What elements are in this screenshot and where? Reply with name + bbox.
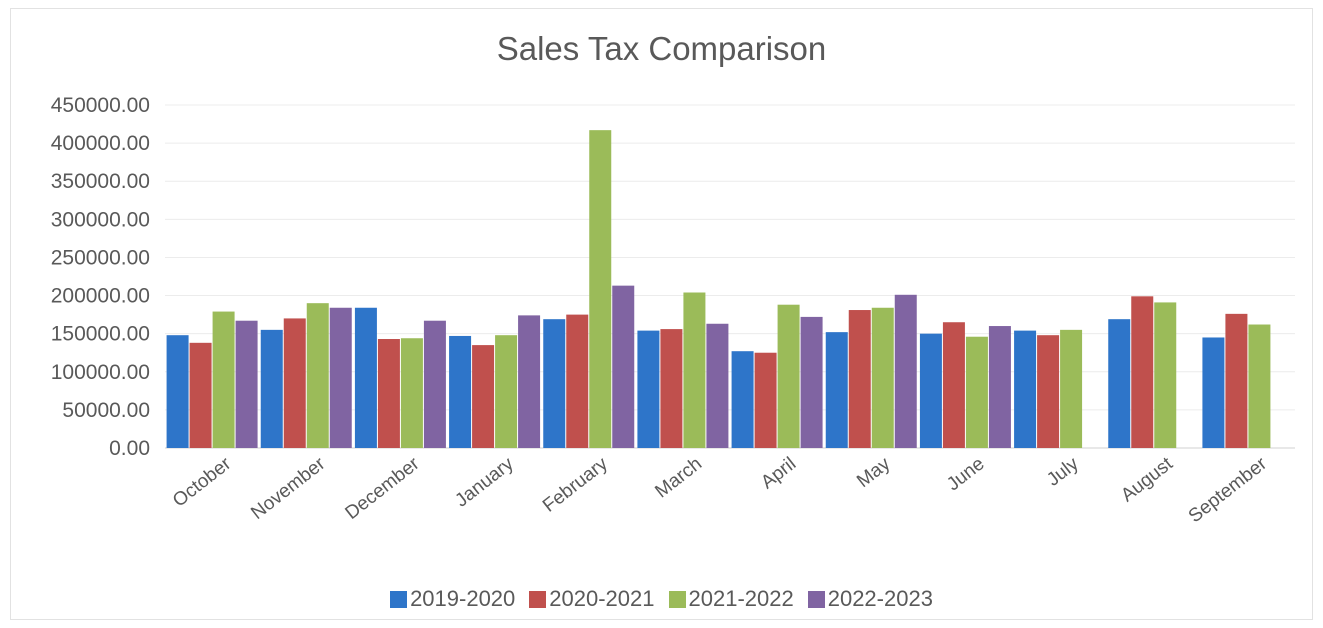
bar — [283, 318, 306, 448]
bar — [1060, 329, 1083, 448]
y-tick-label: 200000.00 — [51, 285, 150, 308]
bar — [212, 311, 235, 448]
bar — [166, 335, 189, 448]
x-category-label: November — [247, 453, 330, 524]
legend-label: 2022-2023 — [827, 586, 933, 611]
x-category-label: October — [169, 453, 236, 512]
x-category-label: March — [651, 453, 706, 502]
legend-item: 2021-2022 — [668, 586, 794, 612]
bar — [1154, 302, 1177, 448]
gridlines — [165, 104, 1295, 449]
legend-swatch — [529, 590, 547, 608]
bar — [400, 338, 423, 448]
x-category-label: August — [1117, 453, 1177, 506]
bar — [988, 326, 1011, 448]
bar — [800, 316, 823, 448]
x-category-label: May — [853, 453, 895, 492]
bar — [354, 307, 377, 448]
bar — [1014, 330, 1037, 448]
legend-label: 2019-2020 — [410, 586, 516, 611]
bar — [189, 342, 212, 448]
y-tick-label: 50000.00 — [62, 399, 150, 422]
bar — [825, 332, 848, 448]
bar — [777, 304, 800, 448]
x-category-label: July — [1043, 453, 1083, 491]
y-tick-label: 150000.00 — [51, 323, 150, 346]
y-axis-ticks: 0.00 50000.00 100000.00 150000.00 200000.00 2… — [51, 94, 150, 460]
bar — [449, 335, 472, 448]
bar — [306, 303, 329, 448]
bar — [612, 285, 635, 448]
y-tick-label: 100000.00 — [51, 361, 150, 384]
legend-label: 2021-2022 — [688, 586, 794, 611]
x-category-label: January — [451, 453, 518, 511]
bar — [423, 320, 446, 448]
bar-series — [166, 130, 1271, 449]
bar — [706, 323, 729, 448]
y-tick-label: 250000.00 — [51, 246, 150, 269]
chart-title: Sales Tax Comparison — [496, 30, 827, 67]
bar — [1131, 296, 1154, 448]
bar — [660, 329, 683, 448]
legend-swatch — [390, 590, 408, 608]
bar — [329, 307, 352, 448]
bar — [894, 294, 917, 448]
bar — [589, 130, 612, 449]
bar — [637, 330, 660, 448]
bar — [566, 314, 589, 448]
x-axis-labels: October November December January February Ma… — [169, 453, 1272, 527]
bar — [965, 336, 988, 448]
x-category-label: April — [757, 453, 800, 493]
bar — [731, 351, 754, 448]
bar — [1202, 337, 1225, 448]
bar — [754, 352, 777, 448]
x-category-label: June — [943, 453, 988, 495]
chart-legend: 2019-2020 2020-2021 2021-2022 2022-2023 — [0, 586, 1323, 612]
bar — [495, 335, 518, 448]
bar — [472, 345, 495, 448]
bar — [1225, 313, 1248, 448]
legend-item: 2020-2021 — [529, 586, 655, 612]
bar — [942, 322, 965, 448]
bar — [848, 310, 871, 448]
bar — [543, 319, 566, 448]
bar — [1108, 319, 1131, 448]
bar — [919, 333, 942, 448]
bar — [683, 292, 706, 448]
legend-item: 2019-2020 — [390, 586, 515, 612]
bar — [1248, 324, 1271, 448]
y-tick-label: 350000.00 — [51, 170, 150, 193]
x-category-label: September — [1185, 453, 1272, 527]
legend-item: 2022-2023 — [807, 586, 933, 612]
bar — [871, 307, 894, 448]
y-tick-label: 400000.00 — [51, 132, 150, 155]
x-category-label: February — [539, 453, 612, 517]
y-tick-label: 0.00 — [109, 437, 150, 460]
bar — [518, 315, 541, 448]
bar — [377, 339, 400, 448]
bar — [1037, 335, 1060, 448]
y-tick-label: 300000.00 — [51, 208, 150, 231]
bar — [235, 320, 258, 448]
legend-swatch — [807, 590, 825, 608]
legend-label: 2020-2021 — [549, 586, 655, 611]
bar — [260, 329, 283, 448]
x-category-label: December — [341, 453, 424, 524]
y-tick-label: 450000.00 — [51, 94, 150, 117]
legend-swatch — [668, 590, 686, 608]
